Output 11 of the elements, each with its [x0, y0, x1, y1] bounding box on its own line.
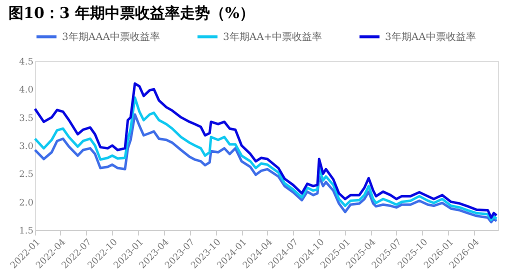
- y-tick-label: 2.5: [19, 170, 34, 180]
- y-tick-label: 2.0: [19, 198, 34, 208]
- legend-label: 3年期AAA中票收益率: [62, 30, 160, 43]
- y-tick-label: 4.0: [19, 86, 34, 96]
- y-tick-label: 3.5: [19, 114, 34, 124]
- y-tick-label: 4.5: [19, 58, 34, 68]
- legend-label: 3年期AA中票收益率: [385, 30, 476, 43]
- y-tick-label: 1.5: [19, 226, 34, 236]
- legend-label: 3年期AA+中票收益率: [223, 30, 322, 43]
- y-tick-label: 3.0: [19, 142, 34, 152]
- chart-title: 图10：3 年期中票收益率走势（%）: [8, 4, 254, 22]
